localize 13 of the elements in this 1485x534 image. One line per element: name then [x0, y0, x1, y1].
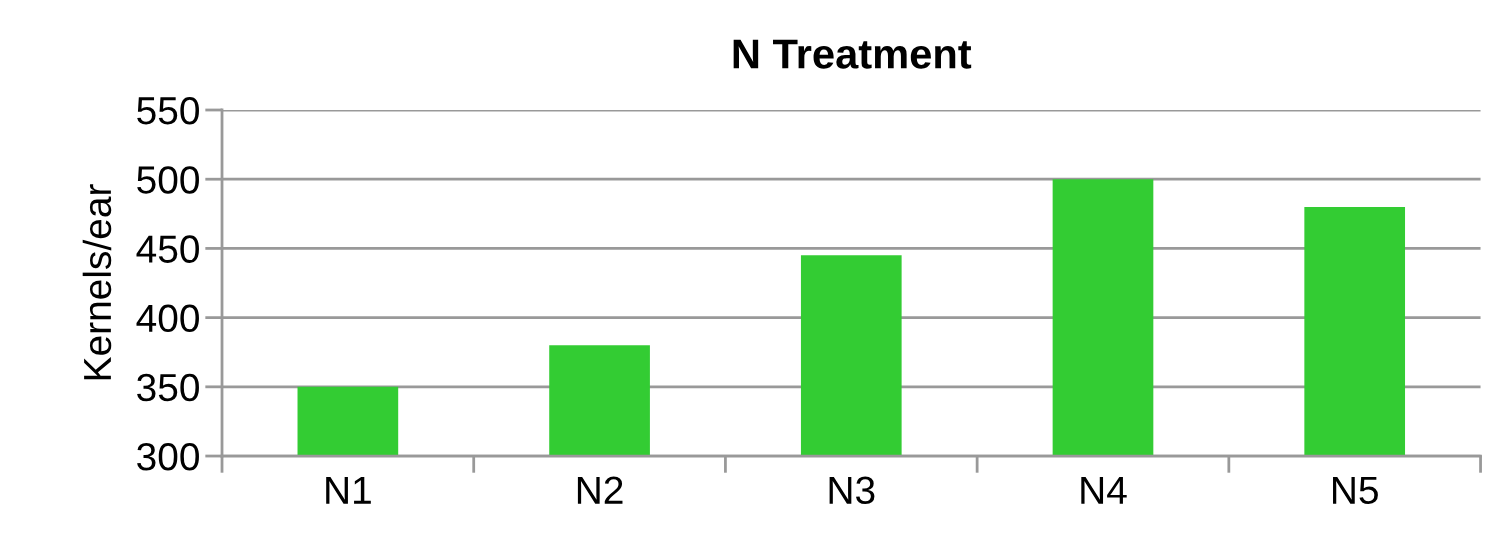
- x-tick-label: N3: [829, 476, 875, 505]
- y-tick-label: 350: [137, 373, 199, 402]
- y-tick-label: 450: [136, 235, 199, 263]
- y-tick-label: 500: [137, 166, 199, 194]
- x-tick-label: N5: [1333, 476, 1378, 505]
- y-tick-label: 300: [137, 442, 199, 471]
- x-tick-label: N2: [577, 476, 623, 504]
- y-axis-title: Kernels/ear: [82, 184, 112, 380]
- x-tick-label: N4: [1081, 476, 1127, 504]
- y-tick-label: 550: [137, 96, 199, 125]
- chart-title: N Treatment: [733, 39, 972, 69]
- y-tick-label: 400: [136, 304, 199, 333]
- x-tick-label: N1: [326, 476, 371, 504]
